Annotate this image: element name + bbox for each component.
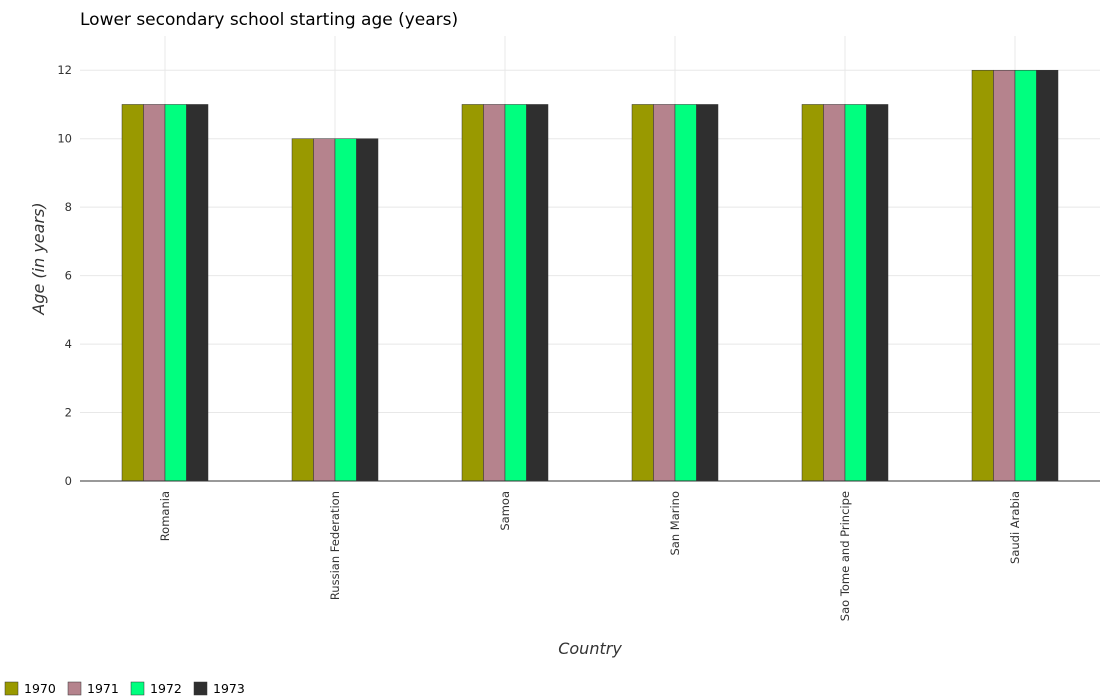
bar-1973 (526, 104, 549, 482)
y-axis-label: Age (in years) (29, 202, 48, 315)
bar-1972 (844, 104, 867, 482)
bar-1972 (164, 104, 187, 482)
bar-1973 (356, 138, 379, 482)
bar-1973 (866, 104, 889, 482)
bar-1970 (461, 104, 484, 482)
bar-1971 (653, 104, 676, 482)
bar-1973 (1036, 69, 1059, 482)
bar-1971 (823, 104, 846, 482)
legend-label-1970: 1970 (24, 681, 56, 696)
x-tick-label: Samoa (498, 491, 512, 531)
chart-title: Lower secondary school starting age (yea… (80, 10, 458, 30)
x-axis-label: Country (558, 639, 622, 658)
x-tick-label: Sao Tome and Principe (838, 491, 852, 621)
x-tick-label: Saudi Arabia (1008, 491, 1022, 564)
bar-1970 (631, 104, 654, 482)
bars (121, 69, 1059, 482)
y-tick-label: 10 (57, 132, 72, 146)
legend-swatch-1973 (193, 681, 208, 696)
y-tick-label: 2 (65, 406, 72, 420)
bar-1973 (186, 104, 209, 482)
bar-1970 (291, 138, 314, 482)
y-tick-label: 4 (65, 337, 72, 351)
x-tick-label: San Marino (668, 491, 682, 556)
bar-1973 (696, 104, 719, 482)
bar-1970 (971, 69, 994, 482)
x-tick-label: Romania (158, 491, 172, 541)
y-tick-label: 6 (65, 269, 72, 283)
legend-swatch-1971 (67, 681, 82, 696)
legend-label-1972: 1972 (150, 681, 182, 696)
y-axis-ticks: 0 2 4 6 8 10 12 (57, 63, 72, 488)
bar-1970 (121, 104, 144, 482)
legend-label-1971: 1971 (87, 681, 119, 696)
x-axis-ticks: Romania Russian Federation Samoa San Marino… (158, 491, 1022, 621)
bar-1971 (993, 69, 1016, 482)
bar-1972 (334, 138, 357, 482)
bar-1972 (504, 104, 527, 482)
y-tick-label: 8 (65, 200, 72, 214)
y-tick-label: 12 (57, 63, 72, 77)
bar-1971 (313, 138, 336, 482)
x-tick-label: Russian Federation (328, 491, 342, 600)
bar-1972 (674, 104, 697, 482)
bar-1970 (801, 104, 824, 482)
bar-1971 (483, 104, 506, 482)
legend-swatch-1972 (130, 681, 145, 696)
legend-swatch-1970 (4, 681, 19, 696)
legend: 1970 1971 1972 1973 (4, 681, 245, 696)
legend-label-1973: 1973 (213, 681, 245, 696)
bar-1971 (143, 104, 166, 482)
bar-1972 (1014, 69, 1037, 482)
y-tick-label: 0 (65, 474, 72, 488)
